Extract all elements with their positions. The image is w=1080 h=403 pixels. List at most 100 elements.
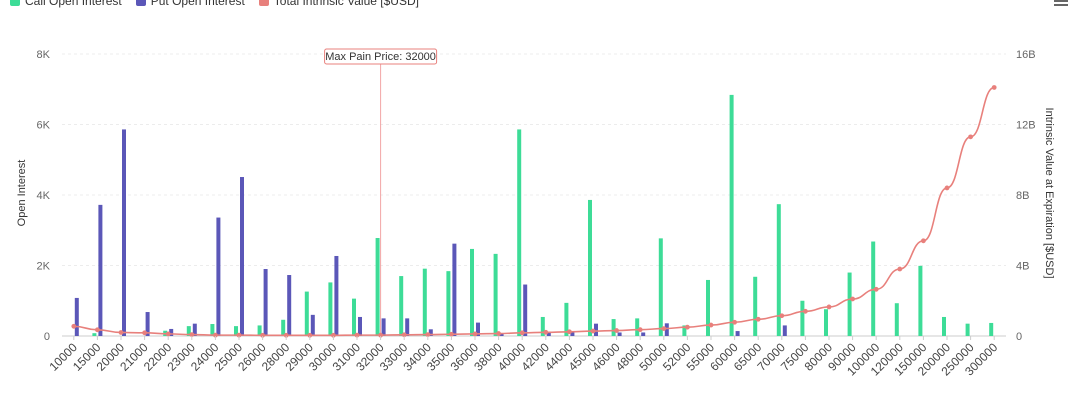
put-bar[interactable] bbox=[664, 323, 669, 336]
intrinsic-value-point[interactable] bbox=[590, 328, 596, 334]
intrinsic-value-point[interactable] bbox=[260, 332, 265, 338]
call-bar[interactable] bbox=[328, 282, 333, 336]
call-bar[interactable] bbox=[729, 94, 734, 336]
intrinsic-value-point[interactable] bbox=[803, 308, 808, 314]
put-bar[interactable] bbox=[735, 331, 740, 336]
intrinsic-value-point[interactable] bbox=[850, 296, 855, 302]
intrinsic-value-point[interactable] bbox=[236, 332, 242, 338]
call-bar[interactable] bbox=[965, 323, 970, 336]
call-bar[interactable] bbox=[847, 272, 852, 336]
intrinsic-value-point[interactable] bbox=[401, 332, 407, 338]
put-bar[interactable] bbox=[74, 297, 79, 336]
put-bar[interactable] bbox=[405, 318, 410, 336]
intrinsic-value-point[interactable] bbox=[331, 332, 336, 338]
put-bar[interactable] bbox=[428, 329, 433, 336]
legend-item-intrinsic[interactable]: Total Intrinsic Value [$USD] bbox=[258, 0, 419, 8]
intrinsic-value-point[interactable] bbox=[95, 327, 100, 333]
put-bar[interactable] bbox=[782, 325, 787, 336]
call-bar[interactable] bbox=[564, 302, 569, 336]
intrinsic-value-point[interactable] bbox=[685, 324, 690, 330]
intrinsic-value-point[interactable] bbox=[165, 331, 171, 337]
intrinsic-value-point[interactable] bbox=[661, 326, 667, 331]
intrinsic-value-point[interactable] bbox=[968, 134, 973, 140]
call-bar[interactable] bbox=[517, 129, 522, 336]
put-bar[interactable] bbox=[641, 332, 646, 336]
call-bar[interactable] bbox=[470, 248, 474, 336]
call-bar[interactable] bbox=[682, 325, 687, 336]
call-bar[interactable] bbox=[422, 268, 427, 336]
intrinsic-value-point[interactable] bbox=[921, 238, 926, 244]
intrinsic-value-point[interactable] bbox=[425, 332, 431, 337]
put-bar[interactable] bbox=[523, 284, 528, 336]
put-bar[interactable] bbox=[594, 323, 598, 336]
intrinsic-value-point[interactable] bbox=[614, 328, 619, 333]
call-bar[interactable] bbox=[92, 333, 97, 336]
call-bar[interactable] bbox=[588, 199, 592, 336]
call-bar[interactable] bbox=[186, 326, 191, 336]
call-bar[interactable] bbox=[635, 318, 640, 336]
put-bar[interactable] bbox=[617, 332, 622, 336]
intrinsic-value-point[interactable] bbox=[755, 316, 761, 322]
intrinsic-value-point[interactable] bbox=[543, 329, 549, 335]
intrinsic-value-point[interactable] bbox=[826, 304, 832, 310]
put-bar[interactable] bbox=[240, 177, 244, 336]
call-bar[interactable] bbox=[611, 319, 616, 336]
put-bar[interactable] bbox=[499, 333, 504, 336]
put-bar[interactable] bbox=[263, 269, 268, 336]
intrinsic-value-point[interactable] bbox=[873, 286, 879, 292]
call-bar[interactable] bbox=[446, 271, 451, 336]
call-bar[interactable] bbox=[824, 309, 828, 336]
call-bar[interactable] bbox=[871, 241, 876, 336]
intrinsic-value-point[interactable] bbox=[779, 313, 785, 319]
intrinsic-value-point[interactable] bbox=[189, 332, 195, 337]
put-bar[interactable] bbox=[381, 318, 386, 336]
intrinsic-value-point[interactable] bbox=[708, 322, 714, 328]
intrinsic-value-point[interactable] bbox=[118, 330, 124, 335]
put-bar[interactable] bbox=[145, 312, 150, 336]
put-bar[interactable] bbox=[216, 217, 221, 336]
call-bar[interactable] bbox=[375, 238, 380, 336]
put-bar[interactable] bbox=[452, 243, 457, 336]
call-bar[interactable] bbox=[352, 298, 356, 336]
intrinsic-value-point[interactable] bbox=[449, 331, 454, 337]
put-bar[interactable] bbox=[287, 275, 292, 336]
menu-icon[interactable] bbox=[1054, 0, 1068, 6]
intrinsic-value-point[interactable] bbox=[354, 332, 360, 338]
call-bar[interactable] bbox=[304, 291, 309, 336]
call-bar[interactable] bbox=[706, 279, 710, 336]
put-bar[interactable] bbox=[358, 316, 362, 336]
intrinsic-value-point[interactable] bbox=[991, 85, 997, 90]
intrinsic-value-point[interactable] bbox=[944, 185, 950, 191]
put-bar[interactable] bbox=[98, 204, 103, 336]
intrinsic-value-point[interactable] bbox=[307, 332, 313, 338]
intrinsic-value-point[interactable] bbox=[897, 266, 903, 272]
put-bar[interactable] bbox=[169, 328, 174, 336]
call-bar[interactable] bbox=[989, 322, 994, 336]
call-bar[interactable] bbox=[894, 303, 899, 336]
intrinsic-value-point[interactable] bbox=[213, 332, 218, 338]
put-bar[interactable] bbox=[476, 322, 480, 336]
call-bar[interactable] bbox=[210, 324, 215, 336]
call-bar[interactable] bbox=[800, 300, 805, 336]
call-bar[interactable] bbox=[493, 253, 498, 336]
call-bar[interactable] bbox=[918, 265, 923, 336]
intrinsic-value-point[interactable] bbox=[472, 331, 478, 337]
intrinsic-value-point[interactable] bbox=[142, 330, 148, 336]
put-bar[interactable] bbox=[192, 323, 197, 336]
put-bar[interactable] bbox=[334, 255, 339, 336]
put-bar[interactable] bbox=[546, 332, 551, 336]
intrinsic-value-point[interactable] bbox=[567, 329, 572, 335]
put-bar[interactable] bbox=[122, 129, 126, 336]
intrinsic-value-point[interactable] bbox=[519, 330, 525, 336]
call-bar[interactable] bbox=[257, 325, 262, 336]
call-bar[interactable] bbox=[399, 276, 404, 336]
call-bar[interactable] bbox=[942, 316, 946, 336]
call-bar[interactable] bbox=[281, 319, 286, 336]
call-bar[interactable] bbox=[776, 204, 781, 336]
intrinsic-value-point[interactable] bbox=[732, 319, 737, 325]
intrinsic-value-point[interactable] bbox=[71, 323, 77, 329]
legend-item-put[interactable]: Put Open Interest bbox=[135, 0, 245, 8]
intrinsic-value-point[interactable] bbox=[378, 332, 383, 338]
legend-item-call[interactable]: Call Open Interest bbox=[10, 0, 122, 8]
intrinsic-value-point[interactable] bbox=[637, 327, 643, 333]
